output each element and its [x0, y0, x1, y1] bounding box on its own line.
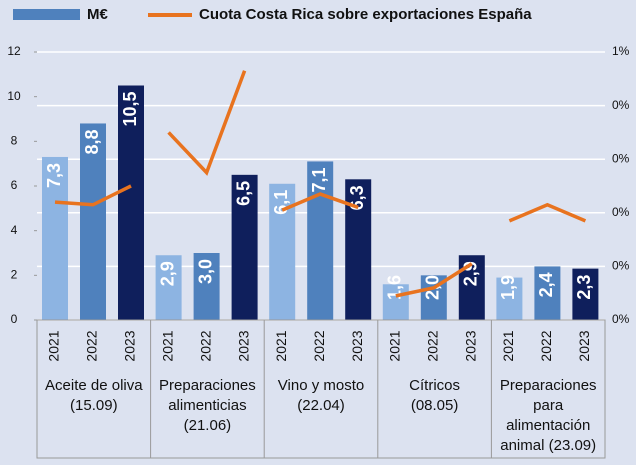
bar: [572, 268, 599, 320]
y-tick-label: 4: [11, 223, 18, 237]
bar: [307, 161, 334, 320]
line-segment: [508, 202, 587, 223]
line-segment: [167, 70, 247, 176]
bar: [496, 277, 523, 320]
value-label: 8,8: [82, 129, 102, 154]
x-tick-label: 2021: [387, 330, 403, 361]
bar: [231, 174, 258, 320]
x-tick-label: 2021: [500, 330, 516, 361]
y2-tick-label: 0%: [612, 151, 630, 165]
x-tick-label: 2023: [122, 330, 138, 361]
x-tick-label: 2021: [159, 330, 175, 361]
y2-tick-label: 0%: [612, 98, 630, 112]
x-tick-label: 2021: [273, 330, 289, 361]
x-tick-label: 2022: [538, 330, 554, 361]
x-tick-label: 2022: [311, 330, 327, 361]
value-label: 6,5: [233, 181, 253, 206]
group-label: (21.06): [184, 417, 232, 434]
legend-label: Cuota Costa Rica sobre exportaciones Esp…: [199, 6, 532, 23]
value-label: 2,3: [574, 275, 594, 300]
group-label: Preparaciones: [500, 377, 597, 394]
legend-swatch-bar: [13, 9, 80, 20]
group-label: Cítricos: [409, 377, 460, 394]
value-label: 6,1: [271, 190, 291, 215]
line-segment: [281, 192, 359, 212]
x-tick-label: 2023: [235, 330, 251, 361]
group-label: alimentación: [506, 417, 590, 434]
group-label: Preparaciones: [159, 377, 256, 394]
line-segment: [54, 184, 132, 207]
value-label: 3,0: [195, 259, 215, 284]
x-tick-label: 2023: [576, 330, 592, 361]
bar: [118, 85, 144, 320]
y2-tick-label: 1%: [612, 44, 630, 58]
line-segment: [395, 262, 473, 298]
y-tick-label: 8: [11, 134, 18, 148]
group-label: para: [533, 397, 564, 414]
group-label: Vino y mosto: [278, 377, 364, 394]
x-tick-label: 2023: [463, 330, 479, 361]
bar: [458, 255, 485, 320]
bar: [193, 253, 220, 320]
group-label: animal (23.09): [500, 437, 596, 454]
y2-tick-label: 0%: [612, 312, 630, 326]
group-label: (22.04): [297, 397, 345, 414]
y-tick-label: 0: [11, 312, 18, 326]
x-tick-label: 2023: [349, 330, 365, 361]
bar: [155, 255, 182, 320]
bar: [42, 156, 68, 320]
bar: [534, 266, 561, 320]
group-label: alimenticias: [168, 397, 246, 414]
value-label: 10,5: [120, 92, 140, 127]
bar: [80, 123, 106, 320]
y-tick-label: 6: [11, 178, 18, 192]
bar: [382, 284, 409, 320]
value-label: 2,4: [536, 272, 556, 297]
value-label: 2,9: [157, 261, 177, 286]
y2-tick-label: 0%: [612, 259, 630, 273]
y2-tick-label: 0%: [612, 205, 630, 219]
value-label: 1,9: [498, 275, 518, 300]
x-tick-label: 2021: [46, 330, 62, 361]
y-tick-label: 2: [11, 268, 18, 282]
y-tick-label: 10: [7, 89, 21, 103]
value-label: 7,1: [309, 167, 329, 192]
x-tick-label: 2022: [425, 330, 441, 361]
x-tick-label: 2022: [84, 330, 100, 361]
legend-label: M€: [87, 6, 108, 23]
value-label: 7,3: [44, 163, 64, 188]
group-label: (15.09): [70, 397, 118, 414]
y-tick-label: 12: [7, 44, 21, 58]
x-tick-label: 2022: [197, 330, 213, 361]
group-label: (08.05): [411, 397, 459, 414]
group-label: Aceite de oliva: [45, 377, 143, 394]
